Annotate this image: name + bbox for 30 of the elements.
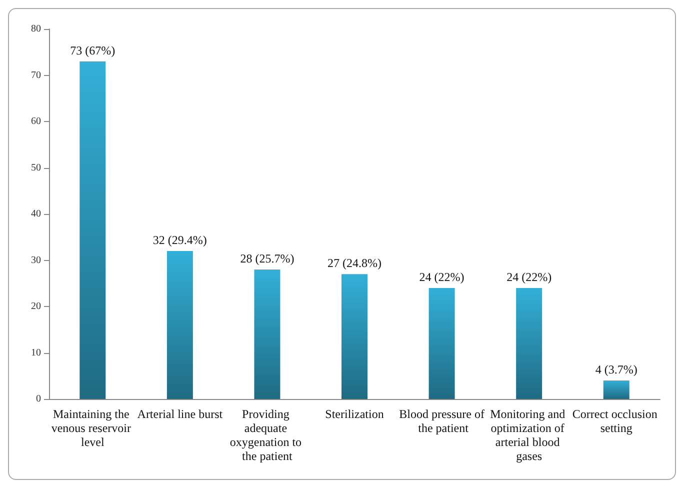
y-tick-label: 80 (31, 24, 41, 34)
x-tick-label: Arterial line burst (137, 407, 224, 421)
y-tick-label: 0 (36, 394, 41, 404)
bar (80, 61, 106, 399)
data-label: 32 (29.4%) (152, 233, 207, 247)
y-tick-label: 20 (31, 301, 41, 312)
bar (254, 270, 280, 399)
y-tick-label: 50 (31, 162, 41, 174)
x-tick-label: Sterilization (325, 407, 384, 421)
data-label: 24 (22%) (506, 270, 552, 284)
data-label: 24 (22%) (419, 270, 464, 284)
x-tick-label: Providing adequate oxygenation to the patient (230, 407, 305, 463)
bar (166, 251, 193, 399)
x-tick-label: Blood pressure of the patient (399, 407, 484, 435)
data-label: 4 (3.7%) (595, 362, 638, 376)
y-tick-label: 10 (31, 347, 41, 358)
bar (603, 380, 630, 399)
bar (516, 288, 542, 399)
data-label: 28 (25.7%) (240, 252, 294, 266)
x-tick-label: Maintaining the venous reservoir level (51, 407, 134, 449)
data-label: 73 (67%) (70, 43, 116, 58)
data-label: 27 (24.8%) (328, 256, 382, 270)
y-tick-label: 70 (31, 70, 41, 81)
bar (342, 274, 368, 399)
x-tick-label: Monitoring and optimization of arterial blood gases (490, 407, 568, 463)
bar (428, 288, 455, 399)
y-tick-label: 30 (31, 254, 41, 266)
y-tick-label: 40 (31, 208, 41, 220)
y-tick-label: 60 (31, 116, 41, 127)
x-tick-label: Correct occlusion setting (572, 407, 660, 435)
